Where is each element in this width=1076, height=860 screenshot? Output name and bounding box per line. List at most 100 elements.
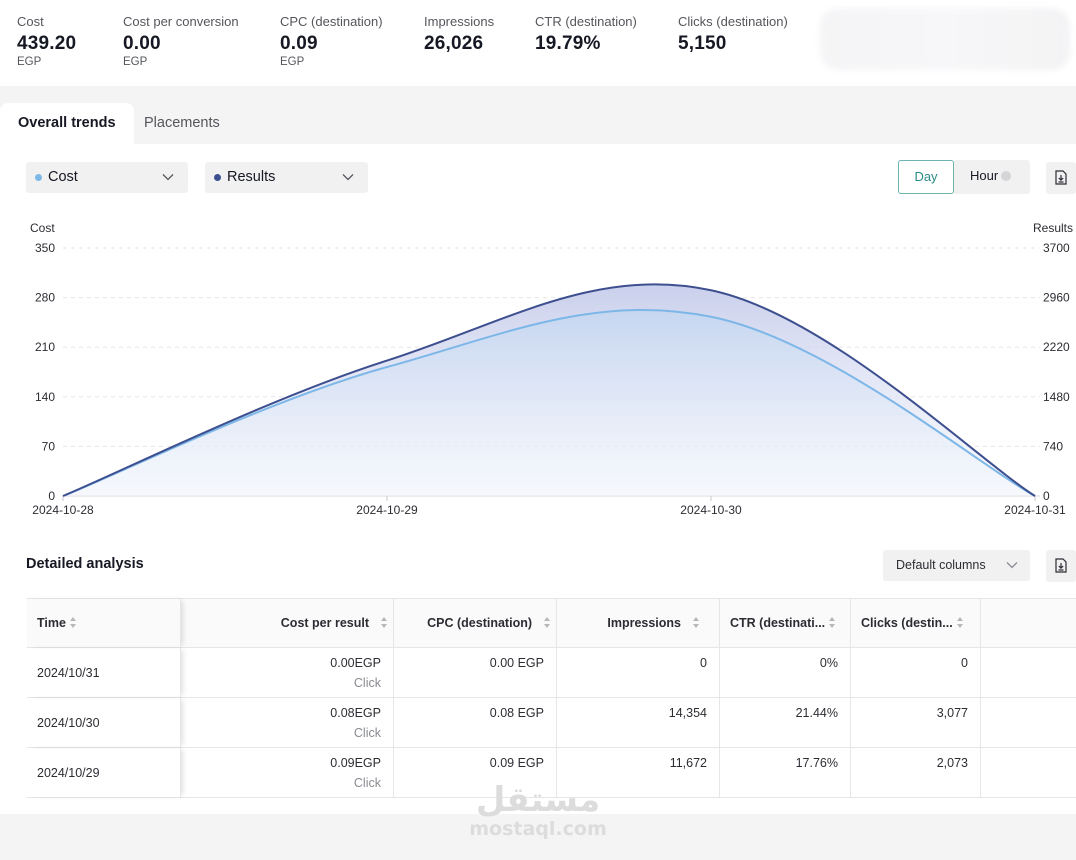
cell-clicks: 3,077	[851, 698, 981, 747]
y-tick-label-left: 280	[35, 291, 55, 305]
cell-result-type: Click	[353, 676, 381, 690]
metric-ctr: CTR (destination) 19.79%	[535, 14, 637, 55]
trend-chart: 0 0 70 740 140 1480 210 2220 280 2960 350 3700 Cost R…	[30, 221, 1073, 517]
x-tick-label: 2024-10-29	[356, 503, 418, 517]
cell-cost-per-result: 0.00EGP Click	[181, 648, 394, 697]
y-axis-title-left: Cost	[30, 221, 55, 235]
metric-label: CTR (destination)	[535, 14, 637, 29]
granularity-hour-button[interactable]: Hour	[954, 160, 1030, 194]
metric-impressions: Impressions 26,026	[424, 14, 494, 55]
tab-placements[interactable]: Placements	[144, 115, 220, 131]
cell-ctr: 21.44%	[720, 698, 851, 747]
column-header-label: Impressions	[607, 616, 681, 630]
sort-icon	[536, 617, 550, 628]
sort-icon	[685, 617, 699, 628]
metric-value: 5,150	[678, 33, 727, 54]
metric-label: CPC (destination)	[280, 14, 383, 29]
column-header-cpc[interactable]: CPC (destination)	[394, 599, 557, 647]
metric-unit: EGP	[280, 56, 305, 68]
y-tick-label-right: 740	[1043, 439, 1063, 453]
cell-value: 0.09EGP	[330, 756, 381, 770]
metric-value: 26,026	[424, 33, 484, 54]
sort-icon	[829, 617, 837, 628]
chevron-down-icon	[162, 174, 174, 181]
table-row: 2024/10/30 0.08EGP Click 0.08 EGP 14,354 …	[27, 698, 1076, 748]
results-series-line	[62, 283, 1036, 497]
export-chart-button[interactable]	[1046, 162, 1076, 194]
granularity-day-button[interactable]: Day	[898, 160, 954, 194]
metric-value: 439.20	[17, 33, 77, 54]
results-dot-icon	[214, 174, 221, 181]
cell-cpc: 0.09 EGP	[394, 748, 557, 797]
column-header-time[interactable]: Time	[27, 599, 181, 647]
cell-value: 0.00EGP	[330, 656, 381, 670]
cost-dot-icon	[35, 174, 42, 181]
chevron-down-icon	[342, 174, 354, 181]
columns-select-label: Default columns	[896, 558, 986, 572]
y-tick-label-left: 350	[35, 241, 55, 255]
metric-value: 0.09	[280, 33, 318, 54]
metric2-select[interactable]: Results	[205, 162, 368, 193]
watermark-latin: mostaql.com	[469, 818, 607, 840]
column-header-impressions[interactable]: Impressions	[557, 599, 720, 647]
section-title: Detailed analysis	[26, 556, 144, 572]
cell-clicks: 2,073	[851, 748, 981, 797]
chevron-down-icon	[1006, 562, 1018, 569]
trends-card: Overall trends Placements Cost Results D…	[0, 92, 1076, 814]
cell-clicks: 0	[851, 648, 981, 697]
cell-time: 2024/10/31	[27, 648, 181, 697]
y-tick-label-right: 1480	[1043, 390, 1070, 404]
cell-extra	[981, 748, 1076, 797]
watermark-arabic: مستقل	[475, 780, 601, 820]
column-header-ctr[interactable]: CTR (destinati...	[720, 599, 851, 647]
metric-unit: EGP	[123, 56, 148, 68]
columns-select[interactable]: Default columns	[883, 550, 1030, 581]
tab-bar: Overall trends Placements	[0, 92, 1076, 144]
download-icon	[1055, 558, 1067, 573]
metrics-summary: Cost 439.20 EGP Cost per conversion 0.00…	[0, 0, 1076, 86]
column-header-cost-per-result[interactable]: Cost per result	[181, 599, 394, 647]
cell-ctr: 17.76%	[720, 748, 851, 797]
blurred-region	[820, 8, 1070, 70]
y-tick-label-left: 210	[35, 340, 55, 354]
cell-ctr: 0%	[720, 648, 851, 697]
metric-cost-per-conversion: Cost per conversion 0.00 EGP	[123, 14, 239, 68]
metric1-select[interactable]: Cost	[26, 162, 188, 193]
metric-clicks: Clicks (destination) 5,150	[678, 14, 788, 55]
metric-value: 0.00	[123, 33, 161, 54]
metric2-select-label: Results	[227, 169, 276, 185]
metric-unit: EGP	[17, 56, 42, 68]
metric-label: Cost	[17, 14, 44, 29]
export-table-button[interactable]	[1046, 550, 1076, 582]
info-icon	[1001, 171, 1012, 181]
y-tick-label-right: 0	[1043, 489, 1050, 503]
metric-cost: Cost 439.20 EGP	[17, 14, 76, 68]
metric-value: 19.79%	[535, 33, 601, 54]
cell-value: 0.08EGP	[330, 706, 381, 720]
column-header-label: Time	[37, 616, 66, 630]
cell-cost-per-result: 0.09EGP Click	[181, 748, 394, 797]
tab-overall-trends[interactable]: Overall trends	[0, 103, 134, 144]
metric-label: Cost per conversion	[123, 14, 239, 29]
column-header-extra	[981, 599, 1076, 647]
column-header-label: CTR (destinati...	[730, 616, 826, 630]
column-header-clicks[interactable]: Clicks (destin...	[851, 599, 981, 647]
watermark-logo: مستقل mostaql.com	[468, 782, 608, 844]
cell-cost-per-result: 0.08EGP Click	[181, 698, 394, 747]
cell-impressions: 14,354	[557, 698, 720, 747]
cell-extra	[981, 698, 1076, 747]
y-tick-label-left: 70	[42, 439, 56, 453]
y-tick-label-right: 3700	[1043, 241, 1070, 255]
y-axis-title-right: Results	[1033, 221, 1073, 235]
column-header-label: Clicks (destin...	[861, 616, 953, 630]
cell-extra	[981, 648, 1076, 697]
y-tick-label-left: 140	[35, 390, 55, 404]
y-tick-label-right: 2960	[1043, 291, 1070, 305]
cell-result-type: Click	[353, 726, 381, 740]
x-tick-label: 2024-10-31	[1004, 503, 1066, 517]
table-row: 2024/10/29 0.09EGP Click 0.09 EGP 11,672 …	[27, 748, 1076, 798]
x-tick-label: 2024-10-28	[32, 503, 94, 517]
cost-area	[63, 309, 1035, 496]
table-header-row: Time Cost per result CPC (destination) I…	[27, 599, 1076, 648]
metric-label: Impressions	[424, 14, 495, 29]
